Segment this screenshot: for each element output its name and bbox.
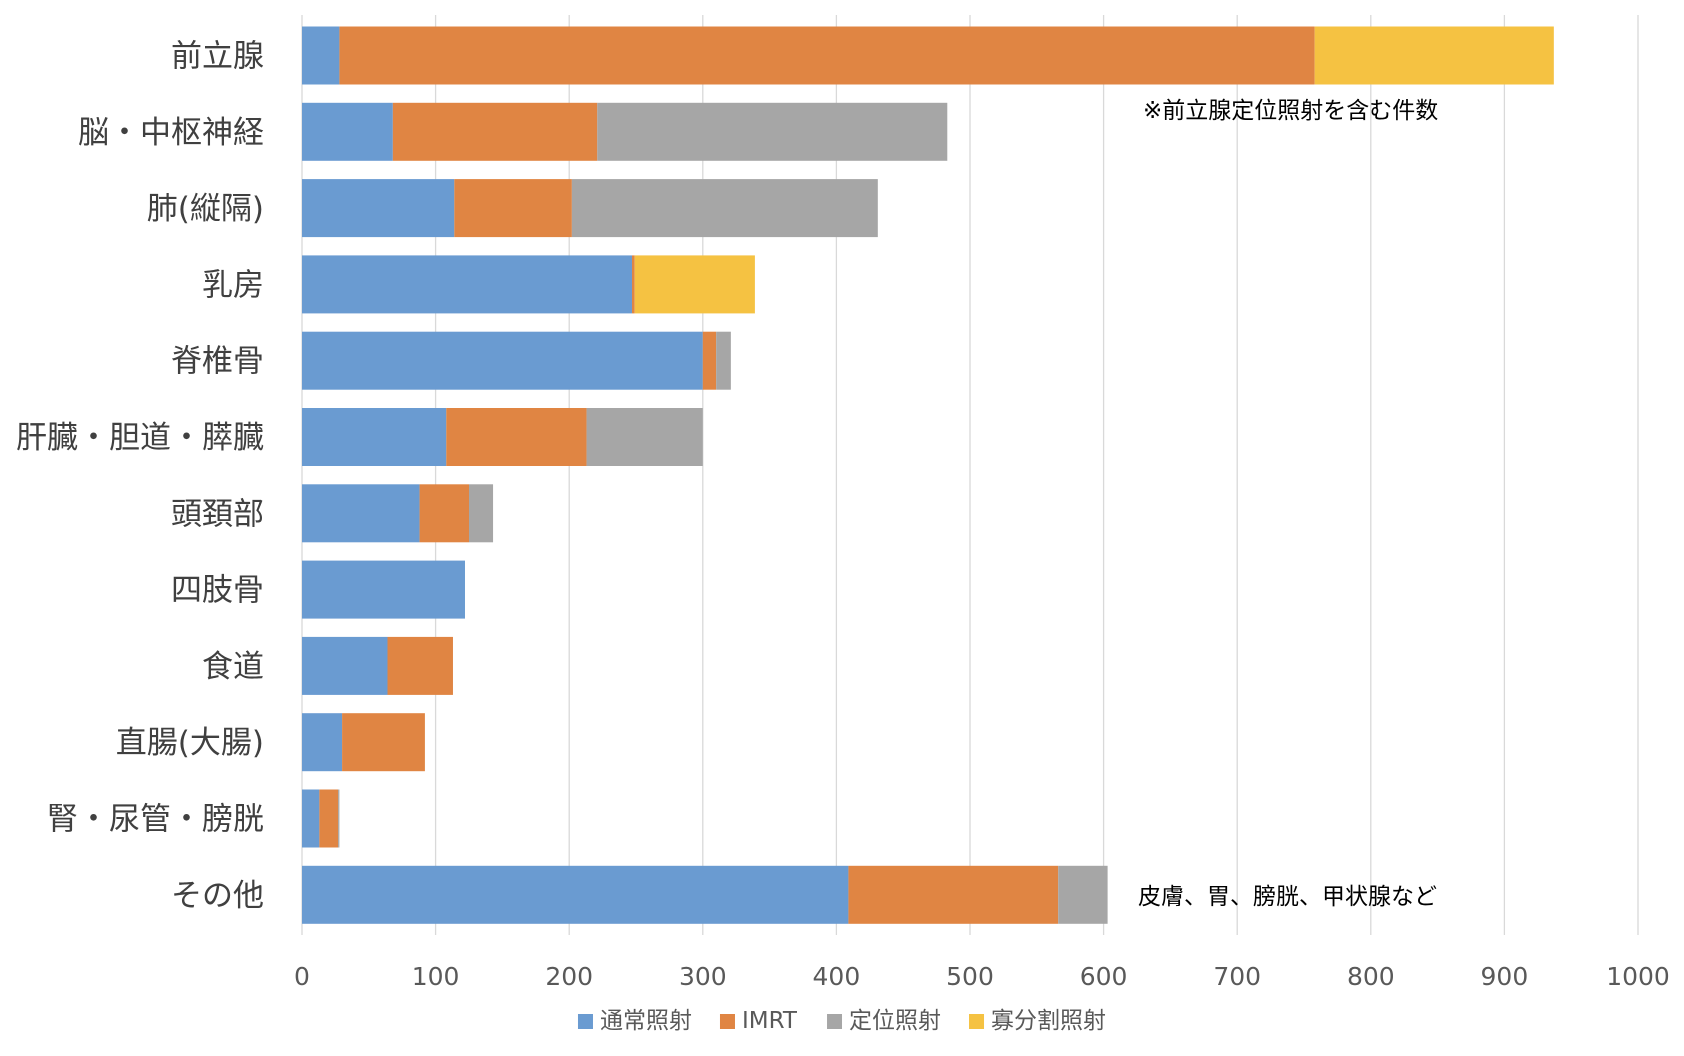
bar-segment-3 (338, 789, 340, 848)
legend-label: 寡分割照射 (991, 1008, 1106, 1034)
bar-segment-2 (454, 179, 572, 238)
bar-segment-1 (302, 331, 703, 390)
category-label: 直腸(大腸) (116, 725, 264, 761)
bar-segment-3 (1058, 865, 1108, 924)
x-axis-tick-labels: 0 100 200 300 400 500 600 700 800 900 1000 (294, 962, 1670, 991)
bar-segment-1 (302, 789, 320, 848)
category-label: 前立腺 (171, 39, 264, 75)
legend-label: IMRT (742, 1008, 798, 1034)
category-label: 食道 (202, 649, 264, 685)
bar-segment-1 (302, 865, 849, 924)
bar-segment-1 (302, 102, 393, 161)
bar-segment-1 (302, 713, 343, 772)
gridlines (301, 15, 1639, 935)
x-tick-label: 200 (545, 962, 593, 991)
x-tick-label: 600 (1080, 962, 1128, 991)
bar-segment-3 (716, 331, 731, 390)
legend-swatch (827, 1014, 843, 1029)
bar-segment-2 (848, 865, 1059, 924)
bar-segment-4 (1314, 26, 1554, 85)
bar-segment-2 (631, 255, 635, 314)
bar-segment-1 (302, 26, 340, 85)
bar-segment-2 (392, 102, 598, 161)
x-tick-label: 500 (946, 962, 994, 991)
legend-swatch (719, 1014, 735, 1029)
bar-segment-2 (419, 484, 469, 543)
category-label: 脊椎骨 (171, 344, 264, 380)
annotation-note: ※前立腺定位照射を含む件数 (1143, 98, 1438, 124)
bar-segment-3 (469, 484, 494, 543)
category-label: その他 (171, 878, 264, 914)
bar-segment-1 (302, 408, 447, 466)
bar-segment-2 (342, 713, 425, 772)
bar-segment-2 (319, 789, 339, 848)
bar-segment-3 (586, 408, 703, 466)
x-tick-label: 800 (1347, 962, 1395, 991)
x-tick-label: 1000 (1606, 962, 1670, 991)
category-label: 腎・尿管・膀胱 (47, 802, 264, 838)
category-label: 肺(縦隔) (147, 191, 264, 227)
bars (302, 26, 1554, 924)
category-label: 脳・中枢神経 (78, 115, 264, 151)
bar-segment-2 (339, 26, 1315, 85)
bar-segment-1 (302, 255, 632, 314)
legend-label: 通常照射 (600, 1008, 692, 1034)
category-label: 肝臓・胆道・膵臓 (16, 420, 264, 456)
legend-label: 定位照射 (849, 1008, 941, 1034)
bar-segment-3 (571, 179, 878, 238)
x-tick-label: 400 (813, 962, 861, 991)
category-label: 四肢骨 (171, 573, 264, 609)
bar-segment-2 (446, 408, 587, 466)
x-tick-label: 700 (1213, 962, 1261, 991)
bar-segment-1 (302, 560, 465, 619)
bar-segment-1 (302, 179, 455, 238)
legend-swatch (577, 1014, 593, 1029)
x-tick-label: 300 (679, 962, 727, 991)
bar-segment-1 (302, 636, 388, 695)
bar-segment-4 (634, 255, 755, 314)
category-label: 乳房 (202, 267, 264, 303)
legend: 通常照射 IMRT 定位照射 寡分割照射 (577, 1008, 1106, 1034)
bar-segment-2 (387, 636, 453, 695)
bar-segment-2 (702, 331, 717, 390)
bar-segment-3 (597, 102, 948, 161)
bar-segment-1 (302, 484, 420, 543)
legend-swatch (969, 1014, 985, 1029)
x-tick-label: 900 (1481, 962, 1529, 991)
x-tick-label: 100 (412, 962, 460, 991)
category-label: 頭頚部 (171, 496, 264, 532)
x-tick-label: 0 (294, 962, 310, 991)
annotation-note: 皮膚、胃、膀胱、甲状腺など (1138, 884, 1437, 910)
